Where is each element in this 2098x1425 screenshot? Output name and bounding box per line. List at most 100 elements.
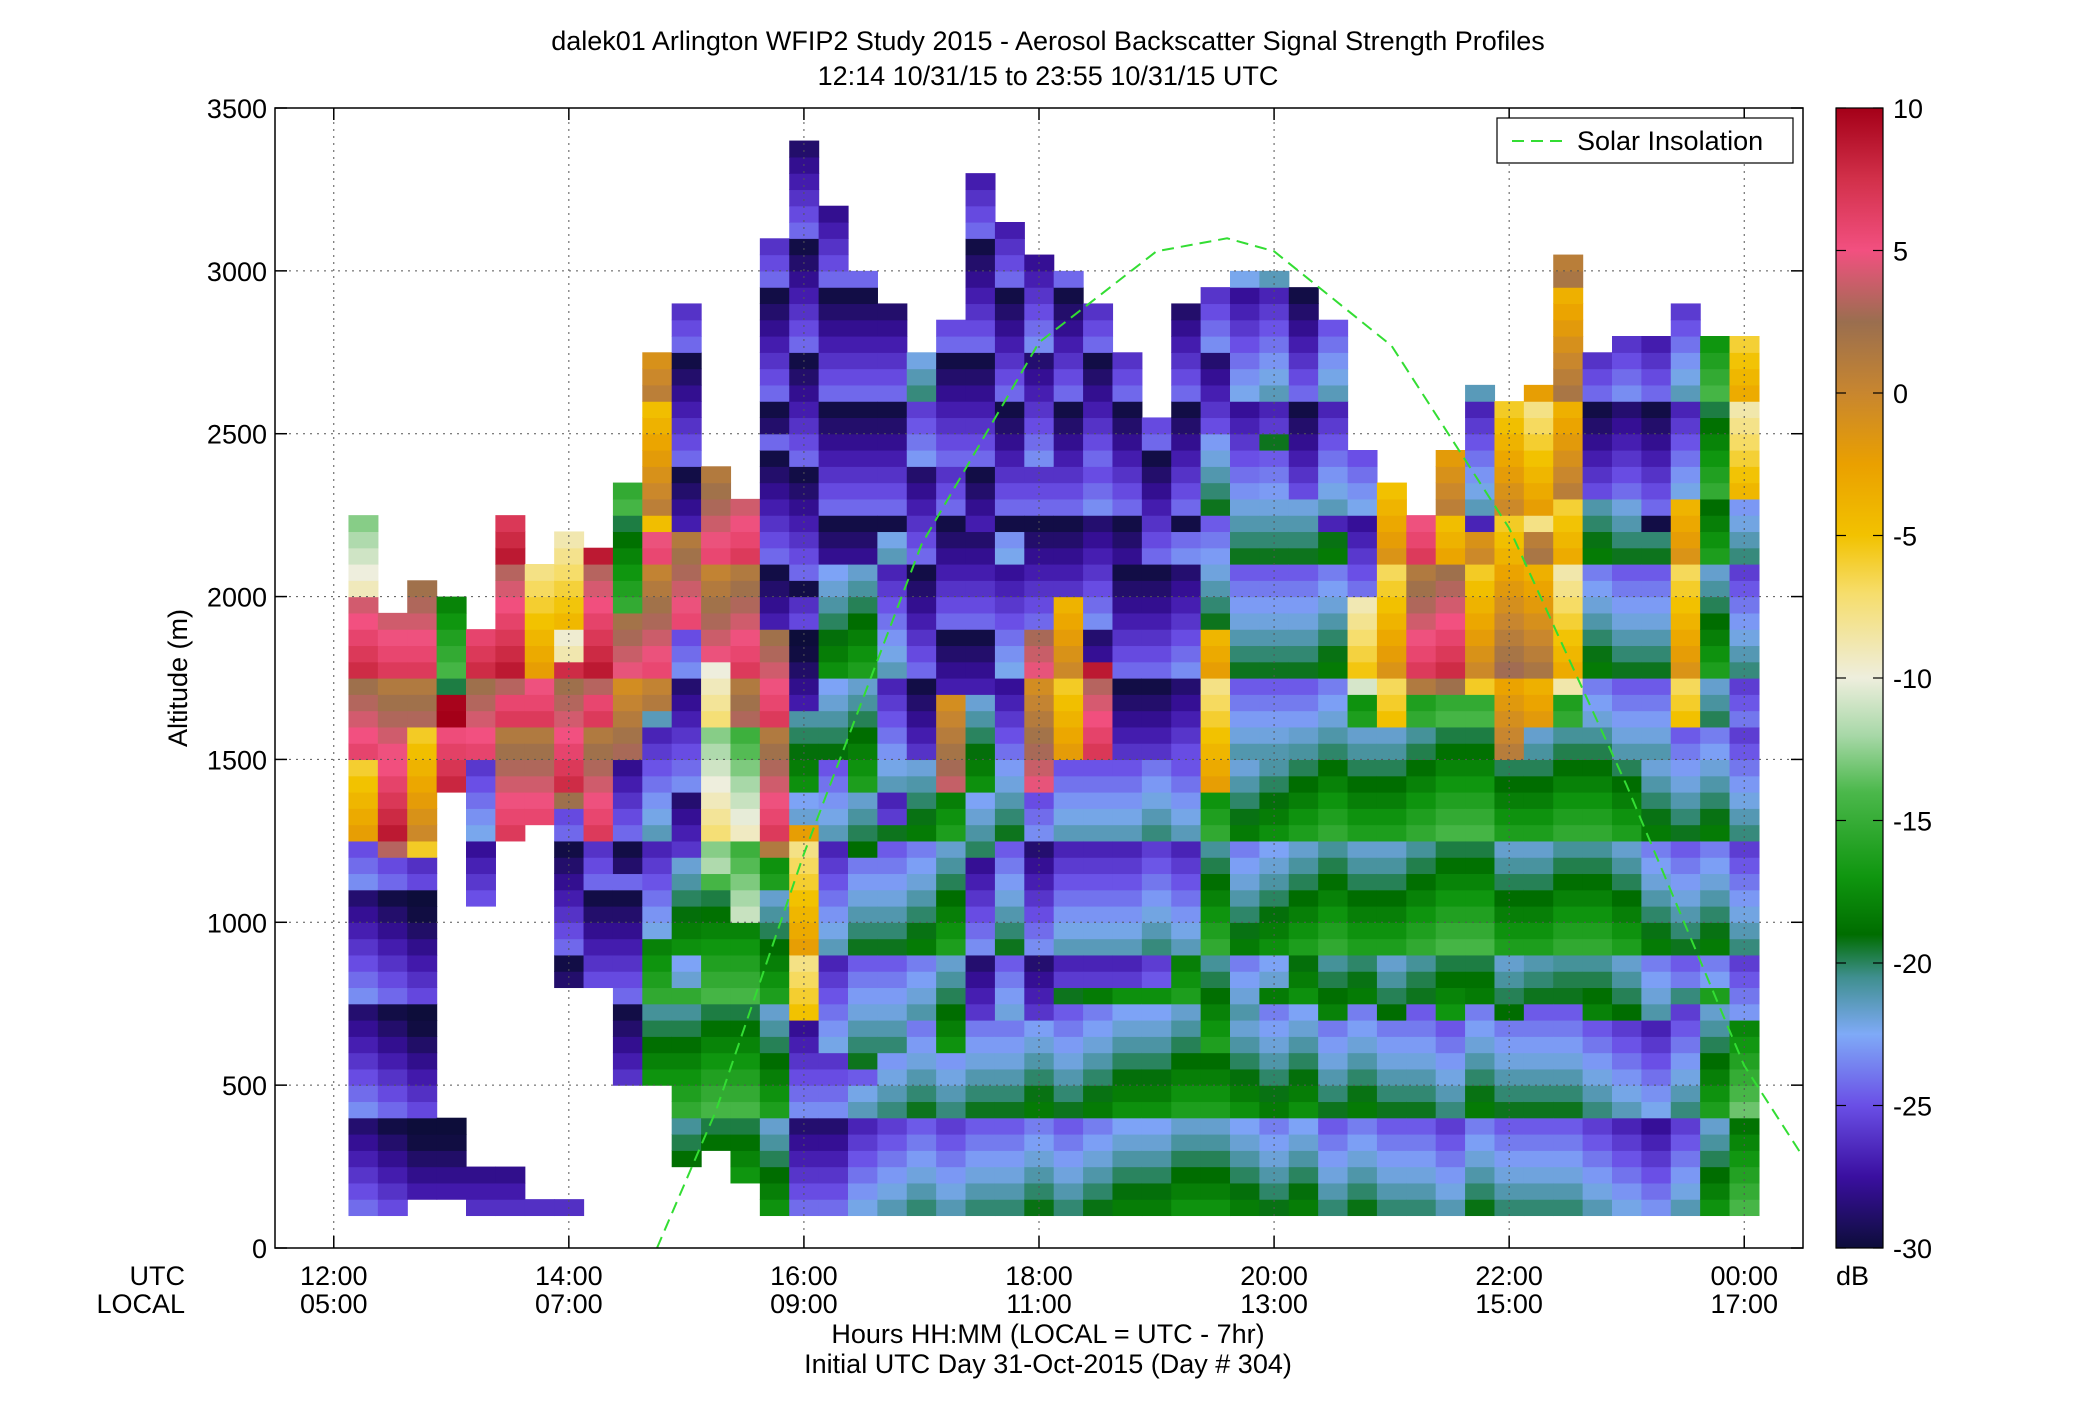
heatmap-cell: [848, 384, 878, 402]
heatmap-cell: [1288, 319, 1319, 337]
heatmap-cell: [1523, 450, 1554, 467]
heatmap-cell: [466, 857, 496, 875]
heatmap-cell: [1024, 1020, 1055, 1037]
heatmap-cell: [1582, 482, 1613, 500]
heatmap-cell: [965, 1150, 996, 1168]
heatmap-cell: [1024, 612, 1055, 630]
heatmap-cell: [1729, 417, 1760, 435]
heatmap-cell: [789, 140, 820, 158]
heatmap-cell: [1141, 629, 1172, 647]
heatmap-cell: [877, 352, 908, 370]
heatmap-cell: [1641, 1199, 1672, 1217]
heatmap-cell: [1523, 596, 1554, 614]
heatmap-cell: [1200, 873, 1231, 891]
heatmap-cell: [906, 368, 937, 386]
heatmap-cell: [1347, 694, 1378, 712]
heatmap-cell: [1553, 629, 1584, 647]
heatmap-cell: [407, 1068, 438, 1086]
heatmap-cell: [1612, 1085, 1642, 1103]
heatmap-cell: [554, 873, 585, 891]
heatmap-cell: [1494, 678, 1525, 695]
heatmap-cell: [1083, 547, 1114, 565]
heatmap-cell: [730, 1085, 761, 1103]
heatmap-cell: [965, 857, 996, 875]
heatmap-cell: [1024, 840, 1055, 858]
heatmap-cell: [407, 629, 438, 647]
heatmap-cell: [1171, 482, 1202, 500]
heatmap-cell: [612, 759, 643, 777]
heatmap-cell: [730, 922, 761, 940]
heatmap-cell: [671, 1150, 702, 1168]
heatmap-cell: [377, 808, 408, 826]
heatmap-cell: [994, 498, 1025, 516]
heatmap-cell: [1200, 1101, 1231, 1119]
heatmap-cell: [583, 938, 614, 956]
heatmap-cell: [1376, 1101, 1407, 1119]
heatmap-cell: [1024, 1036, 1055, 1054]
heatmap-cell: [965, 287, 996, 305]
heatmap-cell: [877, 580, 908, 598]
heatmap-cell: [789, 678, 820, 695]
heatmap-cell: [1171, 889, 1202, 907]
heatmap-cell: [436, 596, 467, 614]
heatmap-cell: [348, 515, 379, 533]
heatmap-cell: [877, 1101, 908, 1119]
heatmap-cell: [906, 857, 937, 875]
heatmap-cell: [818, 531, 849, 549]
heatmap-cell: [1053, 1052, 1084, 1070]
heatmap-cell: [1112, 922, 1143, 940]
heatmap-cell: [818, 792, 849, 809]
heatmap-cell: [994, 368, 1025, 386]
heatmap-cell: [612, 857, 643, 875]
heatmap-cell: [348, 938, 379, 956]
heatmap-cell: [1053, 792, 1084, 809]
heatmap-cell: [848, 498, 878, 516]
heatmap-cell: [1318, 1117, 1349, 1135]
heatmap-cell: [642, 840, 673, 858]
heatmap-cell: [612, 1068, 643, 1086]
heatmap-cell: [936, 580, 967, 598]
heatmap-cell: [466, 759, 496, 777]
heatmap-cell: [1230, 759, 1260, 777]
heatmap-cell: [436, 661, 467, 679]
heatmap-cell: [877, 889, 908, 907]
heatmap-cell: [671, 1085, 702, 1103]
heatmap-cell: [1083, 1020, 1114, 1037]
heatmap-cell: [1347, 743, 1378, 761]
heatmap-cell: [671, 873, 702, 891]
heatmap-cell: [1523, 531, 1554, 549]
heatmap-cell: [642, 515, 673, 533]
heatmap-cell: [583, 906, 614, 923]
heatmap-cell: [848, 1052, 878, 1070]
heatmap-cell: [1494, 710, 1525, 728]
heatmap-cell: [818, 319, 849, 337]
heatmap-cell: [701, 759, 732, 777]
heatmap-cell: [1230, 287, 1260, 305]
heatmap-cell: [1288, 694, 1319, 712]
heatmap-cell: [1376, 678, 1407, 695]
heatmap-cell: [1435, 726, 1466, 744]
heatmap-cell: [906, 710, 937, 728]
heatmap-cell: [612, 971, 643, 989]
heatmap-cell: [1553, 954, 1584, 972]
heatmap-cell: [1053, 759, 1084, 777]
heatmap-cell: [1582, 1101, 1613, 1119]
x-tick-label-local: 17:00: [1710, 1289, 1778, 1319]
heatmap-cell: [1729, 938, 1760, 956]
heatmap-cell: [1171, 1199, 1202, 1217]
heatmap-cell: [1288, 938, 1319, 956]
heatmap-cell: [848, 1068, 878, 1086]
heatmap-cell: [671, 401, 702, 419]
heatmap-cell: [759, 840, 790, 858]
heatmap-cell: [1230, 678, 1260, 695]
heatmap-cell: [1670, 726, 1701, 744]
heatmap-cell: [1141, 954, 1172, 972]
heatmap-cell: [1230, 1085, 1260, 1103]
heatmap-cell: [1200, 564, 1231, 581]
heatmap-cell: [407, 1085, 438, 1103]
heatmap-cell: [377, 1003, 408, 1021]
heatmap-cell: [1171, 1134, 1202, 1151]
heatmap-cell: [1670, 694, 1701, 712]
heatmap-cell: [994, 759, 1025, 777]
heatmap-cell: [965, 384, 996, 402]
